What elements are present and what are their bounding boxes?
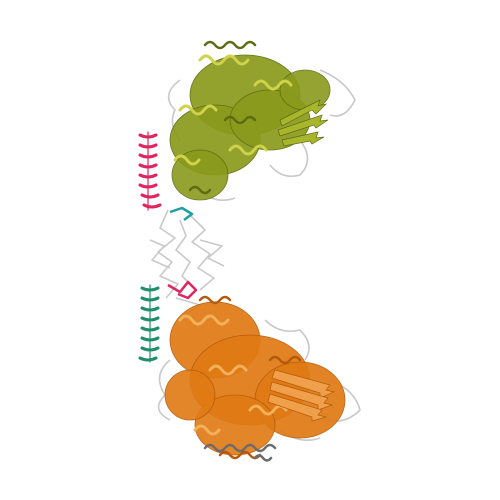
upper-domain — [169, 40, 331, 201]
pink-helix-upper — [138, 131, 162, 211]
pink-loop-middle — [167, 280, 198, 300]
teal-helix-lower — [138, 284, 160, 363]
teal-loop-middle — [169, 206, 194, 221]
linker-backbone — [149, 69, 361, 441]
lower-domain — [164, 295, 346, 462]
